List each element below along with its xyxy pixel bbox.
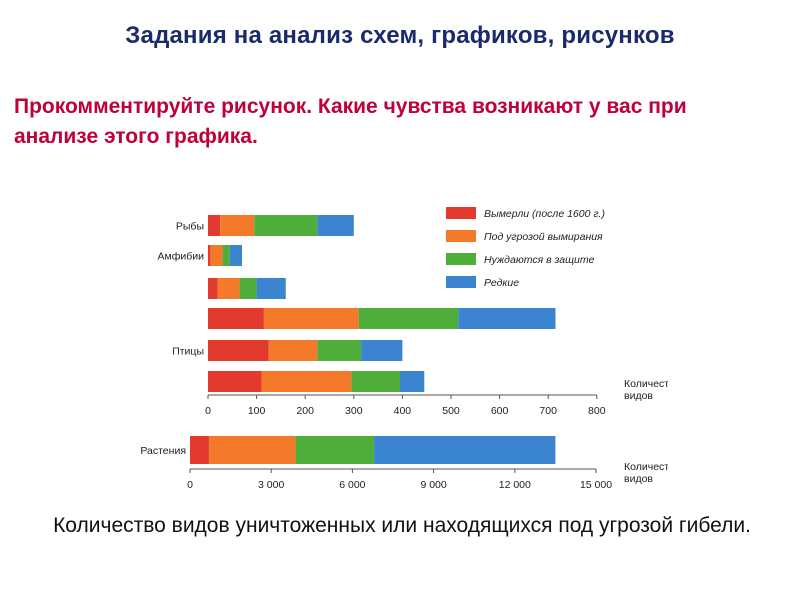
legend-label: Под угрозой вымирания (484, 231, 603, 243)
legend-label: Нуждаются в защите (484, 254, 595, 266)
bar-segment (229, 245, 243, 266)
legend-label: Редкие (484, 277, 519, 289)
x-tick-label: 9 000 (420, 479, 446, 491)
bar-segment (317, 340, 362, 361)
legend-label: Вымерли (после 1600 г.) (484, 208, 605, 220)
bar-segment (374, 436, 556, 464)
chart-svg: Рыбы Амфибии Птицы 0 100 200 300 400 500 600 700 80… (140, 207, 668, 491)
bar-segment (210, 245, 223, 266)
unit-label-line1: Количество (624, 378, 668, 390)
bar-segment (208, 308, 264, 329)
bar-segment (254, 215, 318, 236)
x-tick-label: 12 000 (499, 479, 531, 491)
bar-segment (222, 245, 230, 266)
bar-segment (361, 340, 403, 361)
x-tick-label: 600 (491, 405, 509, 417)
bar-segment (458, 308, 556, 329)
unit-label-line2: видов (624, 390, 653, 402)
legend-swatch (446, 253, 476, 265)
bar-segment (208, 340, 269, 361)
bar-segment (208, 215, 221, 236)
x-tick-label: 400 (394, 405, 412, 417)
bar-segment (358, 308, 459, 329)
task-prompt: Прокомментируйте рисунок. Какие чувства … (14, 95, 687, 148)
category-label: Рыбы (176, 221, 204, 233)
bar-segment (239, 278, 257, 299)
bar-segment (295, 436, 375, 464)
x-tick-label: 200 (296, 405, 314, 417)
bar-segment (351, 371, 400, 392)
category-label: Амфибии (158, 251, 205, 263)
figure-caption: Количество видов уничтоженных или находя… (53, 514, 751, 537)
threatened-species-chart: Рыбы Амфибии Птицы 0 100 200 300 400 500 600 700 80… (128, 195, 668, 500)
bar-segment (399, 371, 425, 392)
bar-segment (268, 340, 318, 361)
bar-segment (208, 245, 211, 266)
x-tick-label: 500 (442, 405, 460, 417)
legend-swatch (446, 276, 476, 288)
legend-swatch (446, 230, 476, 242)
x-tick-label: 3 000 (258, 479, 284, 491)
legend-swatch (446, 207, 476, 219)
x-tick-label: 15 000 (580, 479, 612, 491)
bar-segment (220, 215, 255, 236)
category-label: Птицы (172, 346, 204, 358)
bar-segment (208, 436, 296, 464)
bar-segment (317, 215, 354, 236)
x-tick-label: 800 (588, 405, 606, 417)
x-tick-label: 0 (205, 405, 211, 417)
bar-segment (190, 436, 209, 464)
x-tick-label: 0 (187, 479, 193, 491)
category-label: Растения (140, 445, 186, 457)
bar-segment (261, 371, 352, 392)
bar-segment (208, 371, 262, 392)
bar-segment (263, 308, 359, 329)
x-tick-label: 6 000 (339, 479, 365, 491)
x-tick-label: 300 (345, 405, 363, 417)
x-tick-label: 100 (248, 405, 266, 417)
bar-segment (217, 278, 240, 299)
bar-segment (208, 278, 218, 299)
unit-label-line2: видов (624, 473, 653, 485)
unit-label-line1: Количество (624, 461, 668, 473)
slide-title: Задания на анализ схем, графиков, рисунк… (125, 22, 675, 49)
bar-segment (256, 278, 286, 299)
x-tick-label: 700 (539, 405, 557, 417)
